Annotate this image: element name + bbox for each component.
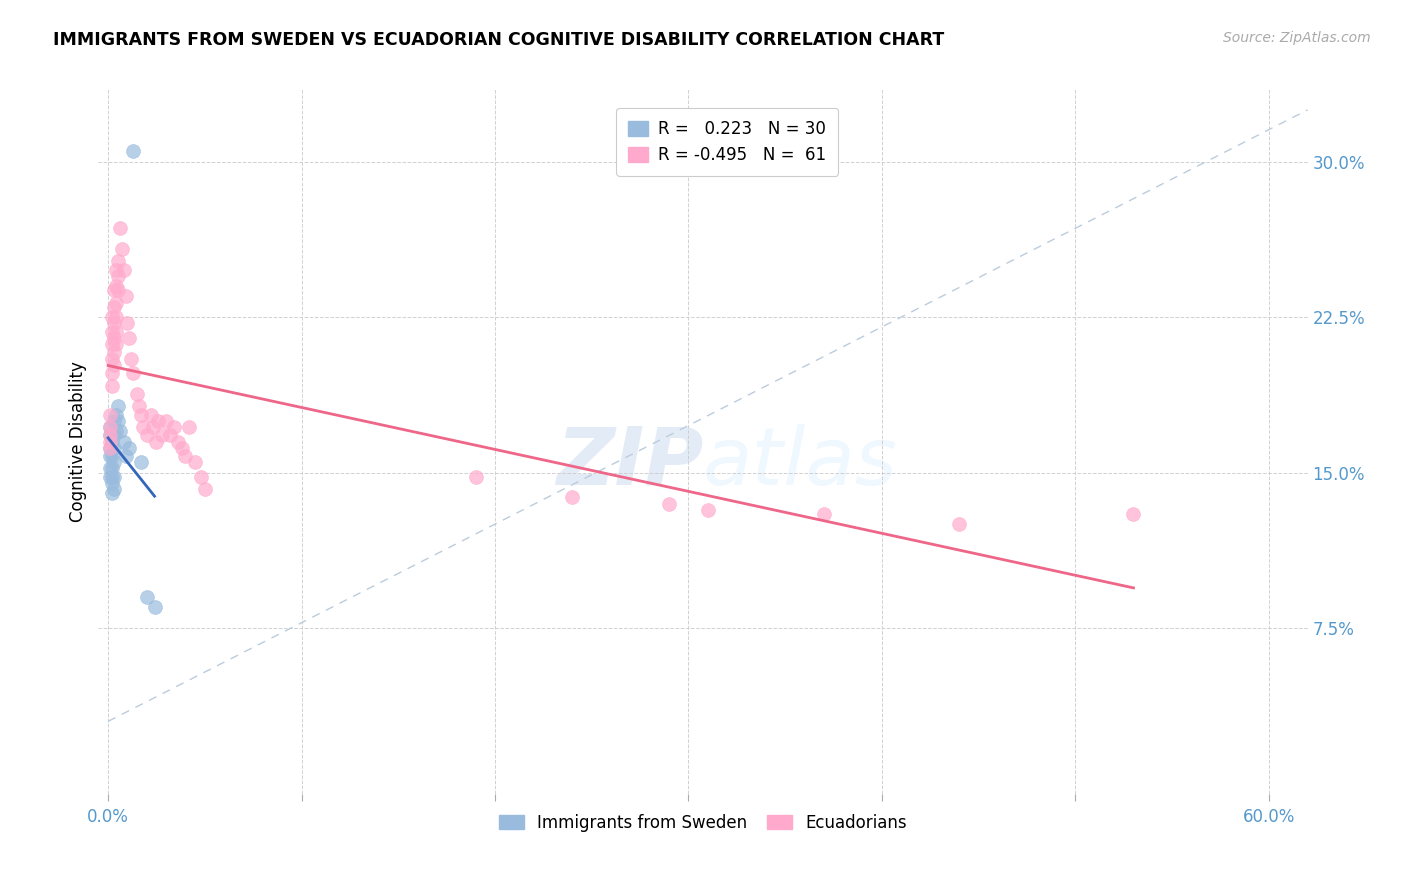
Point	[174, 449, 197, 463]
Point	[104, 279, 127, 293]
Text: Source: ZipAtlas.com: Source: ZipAtlas.com	[1223, 31, 1371, 45]
Point	[1122, 507, 1144, 521]
Point	[103, 283, 125, 297]
Point	[112, 262, 135, 277]
Point	[98, 434, 121, 449]
Point	[101, 461, 124, 475]
Point	[101, 475, 124, 490]
Point	[129, 455, 152, 469]
Point	[104, 408, 127, 422]
Point	[190, 469, 212, 483]
Point	[103, 441, 125, 455]
Point	[143, 600, 166, 615]
Point	[104, 310, 127, 325]
Point	[194, 482, 217, 496]
Point	[128, 400, 150, 414]
Point	[135, 590, 157, 604]
Point	[103, 317, 125, 331]
Text: atlas: atlas	[703, 424, 898, 501]
Point	[103, 345, 125, 359]
Point	[107, 254, 129, 268]
Point	[103, 358, 125, 372]
Text: ZIP: ZIP	[555, 424, 703, 501]
Point	[108, 221, 131, 235]
Point	[98, 441, 121, 455]
Point	[118, 441, 141, 455]
Point	[112, 434, 135, 449]
Point	[127, 387, 149, 401]
Point	[145, 434, 167, 449]
Point	[104, 262, 127, 277]
Point	[98, 469, 121, 483]
Point	[150, 428, 173, 442]
Point	[101, 366, 124, 380]
Point	[107, 400, 129, 414]
Legend: Immigrants from Sweden, Ecuadorians: Immigrants from Sweden, Ecuadorians	[492, 807, 914, 838]
Point	[101, 486, 124, 500]
Point	[108, 424, 131, 438]
Point	[103, 482, 125, 496]
Point	[101, 351, 124, 366]
Point	[118, 331, 141, 345]
Point	[148, 414, 170, 428]
Point	[139, 408, 162, 422]
Point	[170, 441, 193, 455]
Point	[103, 428, 125, 442]
Y-axis label: Cognitive Disability: Cognitive Disability	[69, 361, 87, 522]
Point	[101, 378, 124, 392]
Point	[184, 455, 207, 469]
Point	[103, 300, 125, 314]
Point	[107, 268, 129, 283]
Point	[98, 461, 121, 475]
Point	[658, 497, 681, 511]
Point	[114, 449, 136, 463]
Point	[103, 469, 125, 483]
Point	[179, 420, 201, 434]
Point	[101, 469, 124, 483]
Point	[166, 434, 188, 449]
Point	[464, 469, 486, 483]
Point	[98, 449, 121, 463]
Point	[104, 424, 127, 438]
Point	[98, 428, 121, 442]
Point	[101, 337, 124, 351]
Point	[120, 351, 142, 366]
Point	[813, 507, 835, 521]
Point	[103, 331, 125, 345]
Point	[135, 428, 157, 442]
Point	[114, 289, 136, 303]
Point	[98, 420, 121, 434]
Point	[107, 283, 129, 297]
Point	[98, 428, 121, 442]
Point	[107, 414, 129, 428]
Point	[122, 145, 145, 159]
Point	[104, 325, 127, 339]
Point	[948, 517, 970, 532]
Point	[101, 310, 124, 325]
Point	[155, 414, 177, 428]
Text: IMMIGRANTS FROM SWEDEN VS ECUADORIAN COGNITIVE DISABILITY CORRELATION CHART: IMMIGRANTS FROM SWEDEN VS ECUADORIAN COG…	[53, 31, 945, 49]
Point	[101, 434, 124, 449]
Point	[117, 317, 139, 331]
Point	[696, 503, 718, 517]
Point	[142, 420, 165, 434]
Point	[98, 408, 121, 422]
Point	[163, 420, 186, 434]
Point	[103, 414, 125, 428]
Point	[101, 449, 124, 463]
Point	[111, 242, 134, 256]
Point	[159, 428, 181, 442]
Point	[122, 366, 145, 380]
Point	[98, 420, 121, 434]
Point	[129, 408, 152, 422]
Point	[132, 420, 155, 434]
Point	[561, 491, 583, 505]
Point	[103, 455, 125, 469]
Point	[104, 337, 127, 351]
Point	[98, 441, 121, 455]
Point	[104, 295, 127, 310]
Point	[101, 325, 124, 339]
